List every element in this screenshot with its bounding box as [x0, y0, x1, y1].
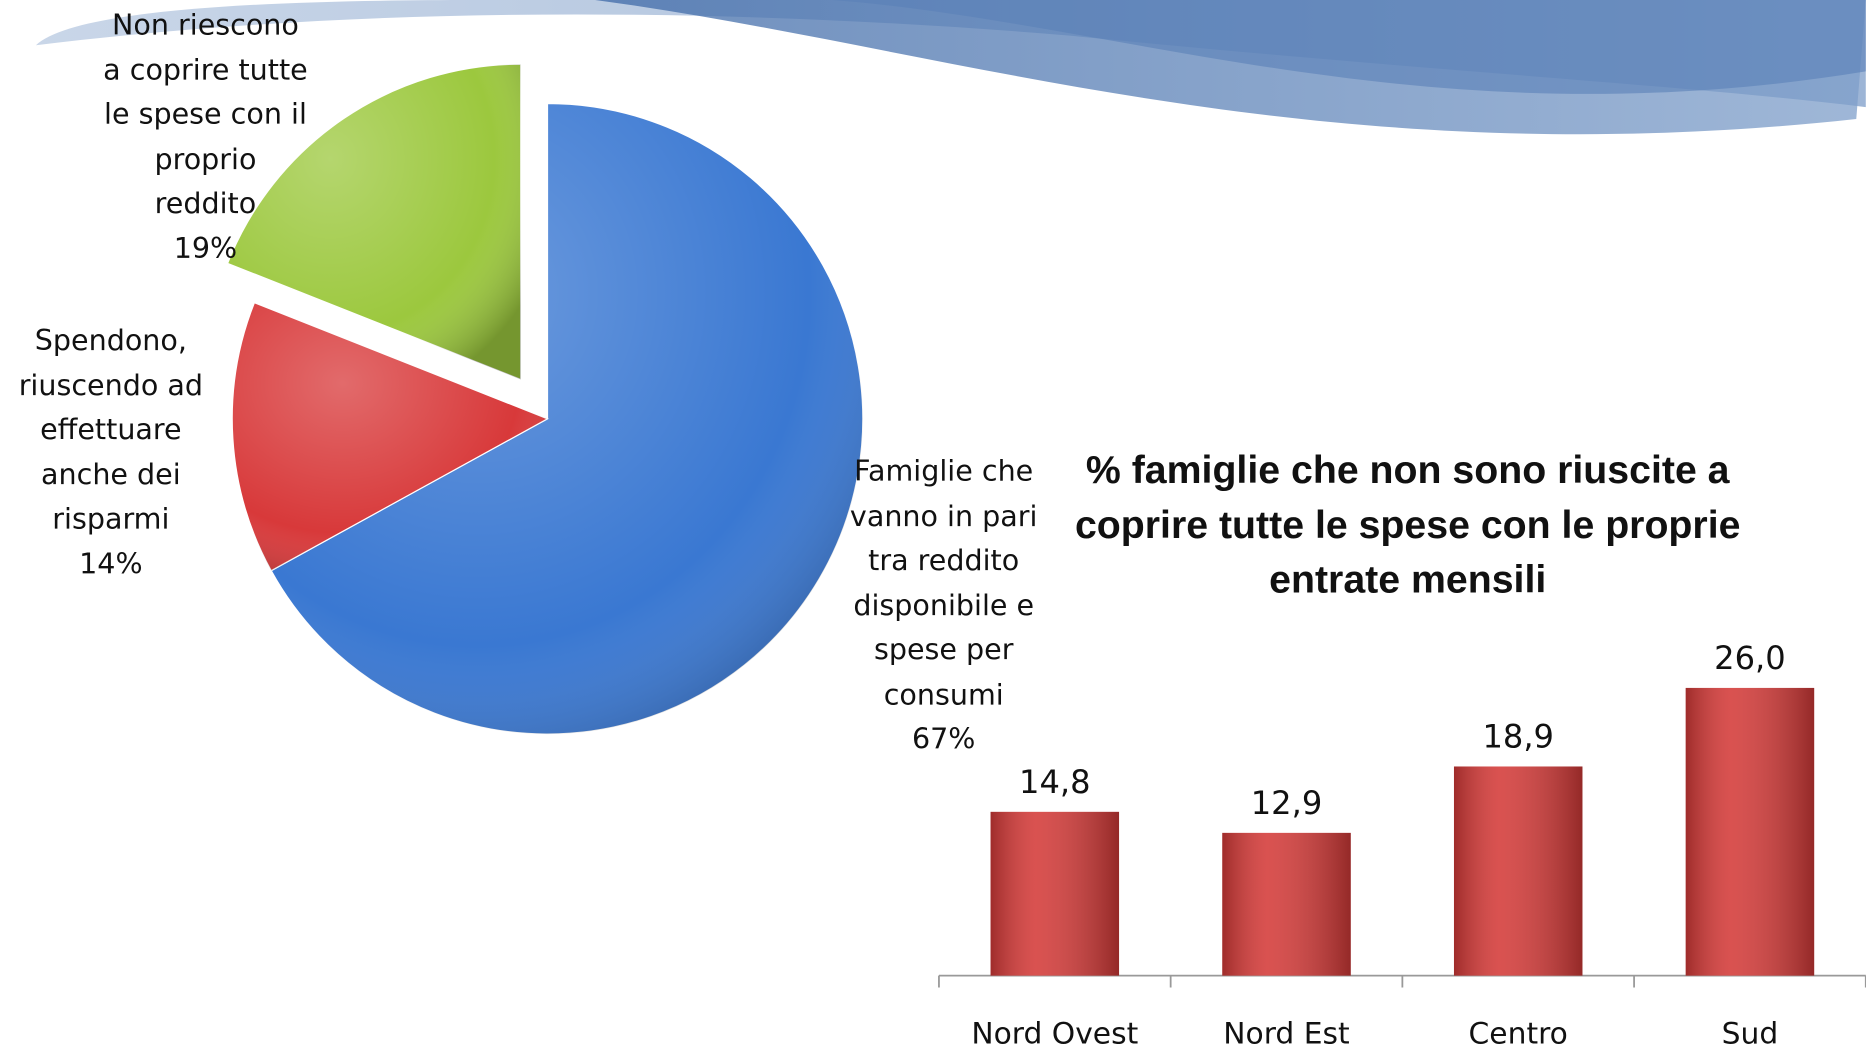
label-box: Non riescono a coprire tutte le spese co… — [101, 4, 309, 272]
label: % famiglie che non sono riuscite a copri… — [1039, 443, 1777, 607]
label: Non riescono a coprire tutte le spese co… — [101, 4, 309, 272]
slice-value-label: 14% — [79, 546, 143, 581]
bar — [1453, 766, 1583, 976]
chart-title: % famiglie che non sono riuscite a copri… — [1074, 447, 1741, 601]
x-tick-label: Sud — [1722, 1016, 1779, 1047]
slice-label: Famiglie che vanno in pari tra reddito d… — [849, 454, 1038, 711]
bar — [1222, 832, 1351, 976]
value-label: 14,8 — [1019, 763, 1090, 801]
value-label: 26,0 — [1714, 639, 1785, 677]
bar — [1685, 687, 1815, 976]
slice-value-label: 19% — [173, 231, 238, 265]
label: Famiglie che vanno in pari tra reddito d… — [843, 450, 1045, 762]
label: Spendono, riuscendo ad effettuare anche … — [10, 319, 212, 587]
x-tick-label: Nord Est — [1223, 1016, 1349, 1047]
value-label: 12,9 — [1251, 784, 1323, 822]
background-wave — [833, 0, 1866, 94]
slice-value-label: 67% — [911, 722, 976, 756]
slice-label: Non riescono a coprire tutte le spese co… — [103, 8, 308, 221]
label-box: Famiglie che vanno in pari tra reddito d… — [843, 450, 1045, 762]
x-tick-label: Nord Ovest — [971, 1016, 1138, 1047]
value-label: 18,9 — [1482, 717, 1553, 755]
bar-chart: % famiglie che non sono riuscite a copri… — [938, 443, 1866, 1047]
bar — [990, 811, 1120, 976]
x-tick-label: Centro — [1469, 1016, 1568, 1047]
pie-chart: Famiglie che vanno in pari tra reddito d… — [10, 4, 1045, 762]
label-box: Spendono, riuscendo ad effettuare anche … — [10, 319, 212, 587]
label-box: % famiglie che non sono riuscite a copri… — [1039, 443, 1777, 607]
slice-label: Spendono, riuscendo ad effettuare anche … — [18, 323, 204, 536]
